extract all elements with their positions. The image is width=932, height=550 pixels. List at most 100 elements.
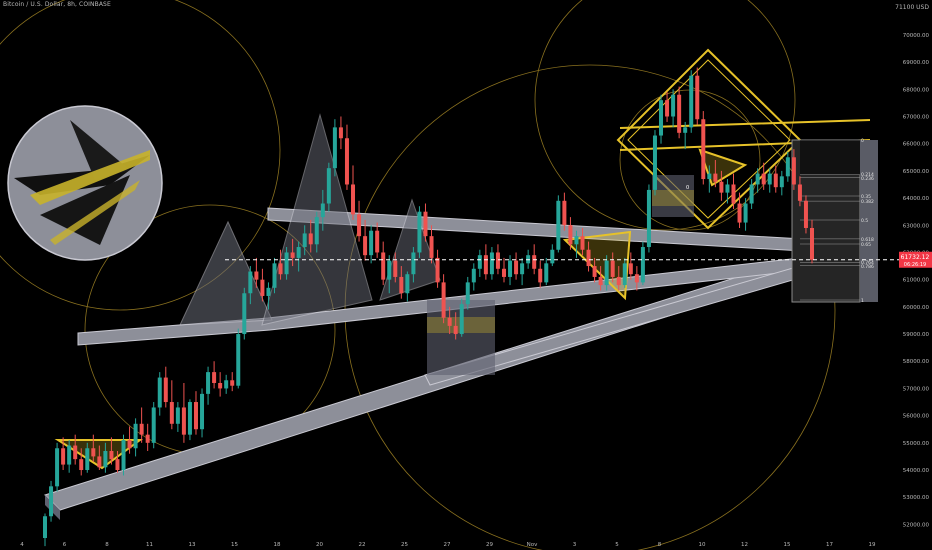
time-tick-label: 15	[784, 542, 791, 548]
candle-body	[284, 252, 289, 275]
candle-body	[671, 94, 676, 117]
candle-body	[713, 173, 718, 182]
fib-level-label: 0.236	[861, 176, 874, 182]
candle-body	[779, 176, 784, 188]
price-tick-label: 53000.00	[903, 495, 930, 501]
candle-body	[212, 372, 217, 383]
candle-body	[749, 184, 754, 204]
candle-body	[133, 423, 138, 449]
candle-body	[652, 135, 657, 190]
time-tick-label: 17	[826, 542, 833, 548]
candle-body	[242, 293, 247, 335]
candle-body	[97, 456, 102, 468]
fib-level-label: 0	[861, 138, 864, 144]
candle-body	[610, 260, 615, 277]
candle-body	[622, 263, 627, 286]
fib-level-label: 0.214	[861, 172, 874, 178]
price-tick-label: 54000.00	[903, 468, 930, 474]
candle-body	[338, 127, 343, 139]
candle-body	[254, 271, 259, 280]
time-tick-label: 19	[869, 542, 876, 548]
candle-body	[785, 157, 790, 177]
candle-body	[145, 434, 150, 443]
candle-body	[677, 94, 682, 133]
candle-body	[417, 211, 422, 253]
candle-body	[483, 255, 488, 275]
fib-level-label: 0.382	[861, 199, 874, 205]
candle-body	[520, 263, 525, 275]
candle-body	[181, 407, 186, 435]
candle-body	[580, 236, 585, 250]
candle-body	[206, 372, 211, 394]
candle-body	[411, 252, 416, 275]
candle-body	[508, 260, 513, 277]
candle-body	[200, 393, 205, 430]
candle-body	[266, 287, 271, 296]
candle-body	[151, 407, 156, 443]
candle-body	[725, 184, 730, 193]
candle-body	[399, 276, 404, 294]
price-tick-label: 57000.00	[903, 386, 930, 392]
candle-body	[453, 325, 458, 335]
candle-body	[296, 247, 301, 258]
candle-body	[604, 260, 609, 286]
candle-body	[634, 274, 639, 283]
candle-body	[369, 230, 374, 256]
candle-body	[175, 407, 180, 424]
candle-body	[791, 157, 796, 185]
candle-body	[272, 263, 277, 288]
candle-body	[109, 450, 114, 460]
candle-body	[701, 119, 706, 180]
candle-body	[562, 200, 567, 226]
time-tick-label: 15	[231, 542, 238, 548]
candle-body	[308, 233, 313, 245]
candle-body	[115, 459, 120, 471]
candle-body	[731, 184, 736, 204]
candle-body	[568, 225, 573, 245]
candle-body	[640, 247, 645, 283]
fib-level-label: 0.35	[861, 194, 871, 200]
symbol-header: Bitcoin / U.S. Dollar, 8h, COINBASE	[3, 1, 111, 8]
candle-body	[447, 317, 452, 326]
candle-body	[363, 236, 368, 256]
candle-body	[187, 402, 192, 435]
candle-body	[665, 100, 670, 117]
price-tick-label: 66000.00	[903, 142, 930, 148]
candle-body	[755, 173, 760, 185]
candle-body	[429, 236, 434, 258]
candle-body	[471, 268, 476, 283]
candle-body	[514, 260, 519, 275]
price-tick-label: 56000.00	[903, 414, 930, 420]
candle-body	[302, 233, 307, 248]
price-tick-label: 60000.00	[903, 305, 930, 311]
fib-level-label: 0.618	[861, 237, 874, 243]
time-tick-label: Nov	[527, 542, 538, 548]
candle-body	[55, 448, 60, 487]
candle-body	[495, 252, 500, 269]
price-tick-label: 67000.00	[903, 114, 930, 120]
candle-body	[357, 214, 362, 237]
candle-body	[236, 334, 241, 386]
candle-body	[85, 448, 90, 471]
price-tick-label: 59000.00	[903, 332, 930, 338]
price-tick-label: 69000.00	[903, 60, 930, 66]
candle-body	[773, 173, 778, 188]
candle-body	[387, 260, 392, 280]
price-tag: 61732.12 06:26:19	[899, 251, 932, 268]
candle-body	[169, 402, 174, 424]
candle-body	[91, 448, 96, 457]
price-tag-countdown: 06:26:19	[904, 262, 926, 268]
candle-body	[616, 276, 621, 286]
price-tick-label: 68000.00	[903, 87, 930, 93]
candle-body	[393, 260, 398, 277]
candle-body	[157, 377, 162, 408]
candle-body	[489, 252, 494, 275]
candle-body	[659, 100, 664, 136]
candle-body	[218, 382, 223, 389]
time-tick-label: 18	[274, 542, 281, 548]
candle-body	[574, 236, 579, 245]
time-axis[interactable]: 4 6 8 11 13 15 18 20 22 25 27 29 Nov 3 5 8 10 12 15 17 19	[20, 542, 876, 548]
